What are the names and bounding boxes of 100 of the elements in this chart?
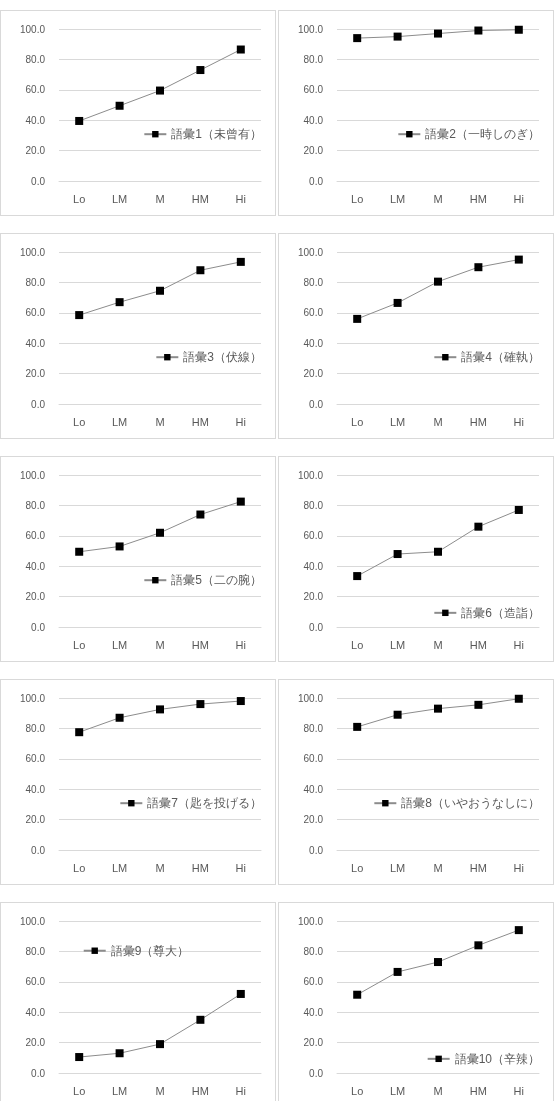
- y-tick-label: 80.0: [25, 722, 46, 734]
- y-tick-label: 0.0: [31, 175, 46, 187]
- x-tick-label: HM: [191, 861, 209, 874]
- x-tick-label: Hi: [235, 415, 246, 428]
- y-tick-label: 100.0: [19, 915, 46, 927]
- point: [514, 505, 523, 514]
- y-tick-label: 100.0: [297, 246, 324, 258]
- x-tick-label: Hi: [235, 861, 246, 874]
- legend-label: 語彙6（造詣）: [461, 605, 541, 620]
- x-tick-label: Lo: [73, 415, 86, 428]
- y-tick-label: 60.0: [25, 307, 46, 319]
- y-tick-label: 60.0: [25, 753, 46, 765]
- y-tick-label: 20.0: [303, 591, 324, 603]
- y-tick-label: 0.0: [31, 398, 46, 410]
- point: [514, 694, 523, 703]
- x-tick-label: LM: [389, 1084, 406, 1097]
- point: [353, 722, 362, 731]
- x-tick-label: M: [155, 192, 165, 205]
- x-tick-label: HM: [469, 638, 487, 651]
- point: [156, 705, 164, 714]
- point: [434, 958, 442, 967]
- y-tick-label: 0.0: [309, 398, 324, 410]
- point: [115, 713, 124, 722]
- y-tick-label: 40.0: [303, 1006, 324, 1018]
- legend-label: 語彙8（いやおうなしに）: [401, 796, 541, 811]
- x-tick-label: HM: [469, 1084, 487, 1097]
- y-tick-label: 40.0: [303, 337, 324, 349]
- point: [75, 547, 84, 556]
- y-tick-label: 80.0: [303, 53, 324, 65]
- y-tick-label: 80.0: [303, 499, 324, 511]
- x-tick-label: HM: [191, 638, 209, 651]
- y-tick-label: 100.0: [19, 23, 46, 35]
- y-tick-label: 20.0: [25, 368, 46, 380]
- point: [393, 550, 402, 559]
- x-tick-label: Hi: [513, 415, 524, 428]
- x-tick-label: Lo: [351, 1084, 364, 1097]
- y-tick-label: 20.0: [25, 591, 46, 603]
- y-tick-label: 60.0: [303, 84, 324, 96]
- x-tick-label: Lo: [73, 1084, 86, 1097]
- y-tick-label: 60.0: [25, 530, 46, 542]
- legend-label: 語彙1（未曾有）: [171, 127, 263, 142]
- point: [196, 266, 205, 275]
- point: [196, 1015, 205, 1024]
- point: [434, 547, 442, 556]
- x-tick-label: LM: [389, 638, 406, 651]
- point: [474, 263, 483, 272]
- point: [156, 528, 164, 537]
- y-tick-label: 60.0: [303, 530, 324, 542]
- y-tick-label: 40.0: [25, 560, 46, 572]
- y-tick-label: 80.0: [25, 945, 46, 957]
- y-tick-label: 0.0: [31, 844, 46, 856]
- point: [115, 298, 124, 307]
- y-tick-label: 40.0: [25, 783, 46, 795]
- x-tick-label: M: [433, 1084, 443, 1097]
- x-tick-label: M: [433, 415, 443, 428]
- x-tick-label: HM: [191, 415, 209, 428]
- x-tick-label: M: [155, 1084, 165, 1097]
- point: [196, 66, 205, 75]
- y-tick-label: 100.0: [19, 469, 46, 481]
- legend-label: 語彙9（尊大）: [110, 943, 190, 958]
- x-tick-label: Hi: [235, 1084, 246, 1097]
- x-tick-label: Hi: [513, 861, 524, 874]
- y-tick-label: 20.0: [303, 145, 324, 157]
- point: [353, 314, 362, 323]
- y-tick-label: 80.0: [303, 722, 324, 734]
- legend-label: 語彙7（匙を投げる）: [147, 796, 263, 811]
- point: [236, 697, 245, 706]
- x-tick-label: HM: [469, 415, 487, 428]
- x-tick-label: M: [155, 638, 165, 651]
- y-tick-label: 20.0: [303, 814, 324, 826]
- point: [75, 1053, 84, 1062]
- x-tick-label: Hi: [235, 638, 246, 651]
- y-tick-label: 100.0: [297, 469, 324, 481]
- y-tick-label: 80.0: [303, 945, 324, 957]
- x-tick-label: LM: [111, 638, 128, 651]
- legend-label: 語彙10（辛辣）: [454, 1051, 541, 1066]
- point: [474, 941, 483, 950]
- x-tick-label: M: [433, 638, 443, 651]
- x-tick-label: Lo: [351, 415, 364, 428]
- point: [434, 704, 442, 713]
- x-tick-label: LM: [111, 192, 128, 205]
- y-tick-label: 20.0: [25, 814, 46, 826]
- y-tick-label: 0.0: [31, 621, 46, 633]
- y-tick-label: 20.0: [303, 368, 324, 380]
- y-tick-label: 100.0: [19, 692, 46, 704]
- y-tick-label: 100.0: [19, 246, 46, 258]
- y-tick-label: 80.0: [25, 276, 46, 288]
- point: [353, 990, 362, 999]
- x-tick-label: Lo: [351, 861, 364, 874]
- legend-label: 語彙5（二の腕）: [171, 573, 263, 588]
- x-tick-label: Hi: [513, 192, 524, 205]
- y-tick-label: 40.0: [25, 114, 46, 126]
- y-tick-label: 40.0: [303, 783, 324, 795]
- point: [474, 700, 483, 709]
- x-tick-label: LM: [389, 192, 406, 205]
- x-tick-label: HM: [469, 861, 487, 874]
- point: [196, 510, 205, 519]
- x-tick-label: Hi: [235, 192, 246, 205]
- x-tick-label: HM: [191, 1084, 209, 1097]
- y-tick-label: 20.0: [303, 1037, 324, 1049]
